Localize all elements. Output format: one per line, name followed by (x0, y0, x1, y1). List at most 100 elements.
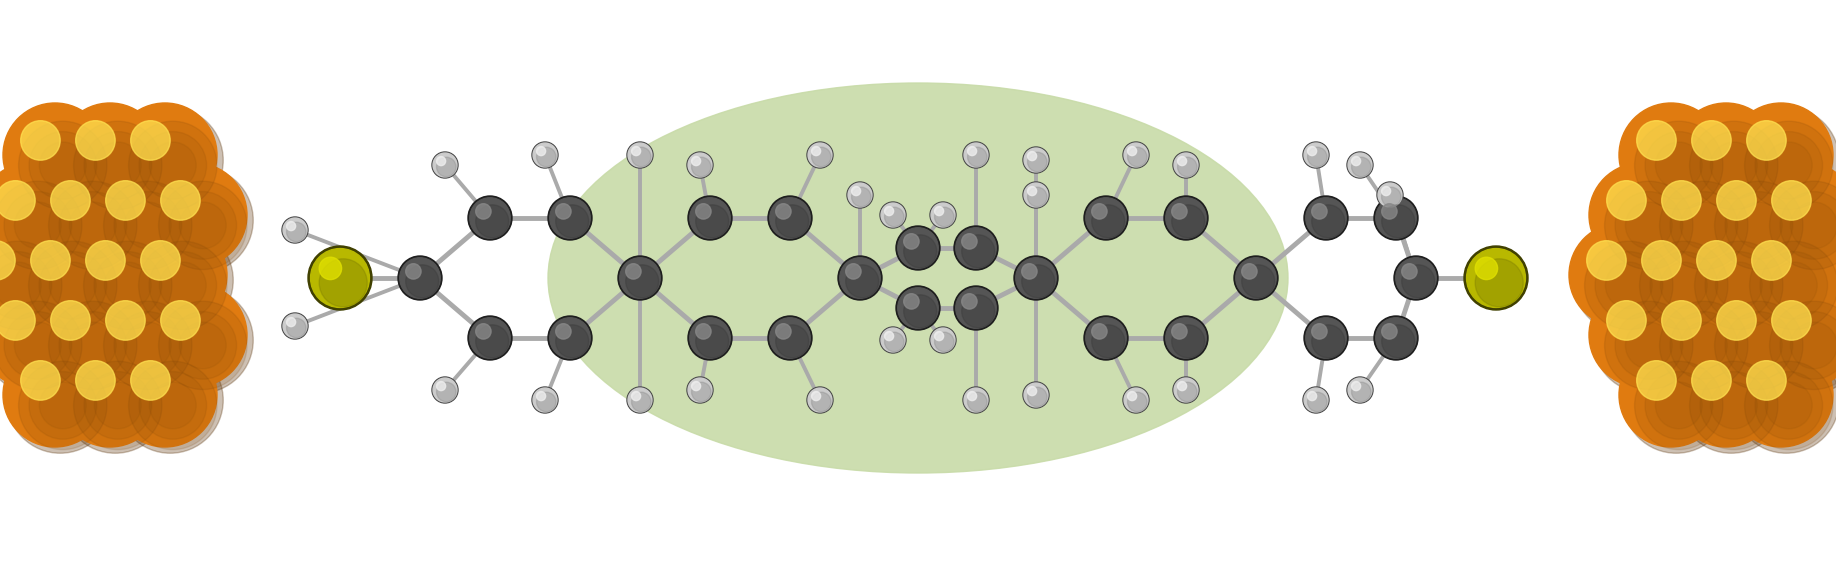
Circle shape (470, 318, 510, 358)
Circle shape (1379, 183, 1403, 207)
Circle shape (1164, 196, 1208, 240)
Circle shape (962, 295, 995, 328)
Circle shape (549, 318, 589, 358)
Circle shape (1761, 252, 1827, 319)
Circle shape (549, 198, 589, 238)
Circle shape (536, 146, 545, 156)
Circle shape (903, 235, 936, 268)
Circle shape (33, 163, 138, 267)
Circle shape (1028, 386, 1037, 396)
Circle shape (59, 343, 162, 447)
Circle shape (1173, 153, 1197, 177)
Circle shape (1790, 322, 1836, 369)
Circle shape (696, 324, 711, 339)
Circle shape (1752, 241, 1792, 280)
Circle shape (536, 392, 556, 412)
Circle shape (1083, 316, 1127, 360)
Circle shape (431, 152, 457, 178)
Circle shape (105, 262, 151, 309)
Circle shape (1700, 132, 1768, 199)
Circle shape (1689, 121, 1777, 210)
Circle shape (621, 258, 661, 298)
Circle shape (162, 301, 200, 340)
Circle shape (129, 121, 217, 210)
Circle shape (1028, 387, 1047, 407)
Circle shape (690, 198, 731, 238)
Circle shape (1028, 187, 1037, 196)
Circle shape (1625, 202, 1673, 249)
Circle shape (935, 332, 955, 352)
Circle shape (149, 142, 196, 189)
Circle shape (114, 192, 182, 259)
Circle shape (955, 226, 999, 270)
Circle shape (33, 283, 138, 387)
Circle shape (1474, 257, 1498, 279)
Circle shape (1616, 311, 1682, 379)
Circle shape (1704, 167, 1808, 273)
Circle shape (1753, 283, 1836, 387)
Circle shape (903, 294, 920, 309)
Circle shape (1177, 157, 1197, 177)
Circle shape (286, 318, 296, 327)
Circle shape (1625, 223, 1728, 327)
Circle shape (769, 198, 810, 238)
Circle shape (143, 283, 248, 387)
Circle shape (1307, 392, 1316, 401)
Circle shape (1779, 192, 1836, 259)
Circle shape (1383, 205, 1416, 238)
Circle shape (1717, 181, 1757, 220)
Circle shape (556, 205, 589, 238)
Circle shape (1348, 153, 1371, 177)
Circle shape (1124, 387, 1149, 413)
Circle shape (1348, 152, 1373, 178)
Circle shape (0, 252, 51, 319)
Circle shape (68, 223, 173, 327)
Circle shape (964, 143, 988, 167)
Circle shape (812, 392, 832, 412)
Circle shape (1013, 256, 1058, 300)
Circle shape (1467, 249, 1526, 307)
Circle shape (0, 241, 62, 329)
Circle shape (1619, 343, 1722, 447)
Circle shape (29, 241, 118, 329)
Circle shape (1024, 148, 1048, 172)
Circle shape (885, 332, 903, 352)
Circle shape (968, 147, 988, 167)
Circle shape (431, 377, 457, 403)
Circle shape (149, 382, 196, 429)
Circle shape (1085, 318, 1125, 358)
Circle shape (437, 157, 455, 177)
Circle shape (1383, 324, 1397, 339)
Circle shape (846, 264, 861, 279)
Circle shape (1772, 301, 1810, 340)
Circle shape (59, 192, 127, 259)
Circle shape (130, 121, 171, 160)
Circle shape (180, 202, 226, 249)
Circle shape (1656, 142, 1702, 189)
Circle shape (1021, 264, 1037, 279)
Circle shape (837, 256, 881, 300)
Circle shape (1755, 372, 1823, 439)
Circle shape (1021, 265, 1054, 298)
Circle shape (898, 288, 938, 328)
Circle shape (536, 392, 545, 401)
Circle shape (1127, 392, 1136, 401)
Circle shape (968, 392, 977, 401)
Circle shape (1656, 382, 1702, 429)
Circle shape (476, 324, 490, 339)
Circle shape (0, 227, 68, 333)
Circle shape (628, 387, 654, 413)
Circle shape (1164, 316, 1208, 360)
Circle shape (903, 234, 920, 249)
Circle shape (1739, 227, 1836, 333)
Circle shape (1173, 152, 1199, 178)
Circle shape (1377, 182, 1403, 208)
Circle shape (964, 387, 990, 413)
Circle shape (1127, 392, 1148, 412)
Circle shape (1770, 181, 1836, 270)
Circle shape (1671, 311, 1737, 379)
Circle shape (692, 382, 701, 390)
Circle shape (7, 347, 114, 453)
Circle shape (935, 332, 944, 340)
Circle shape (1305, 198, 1346, 238)
